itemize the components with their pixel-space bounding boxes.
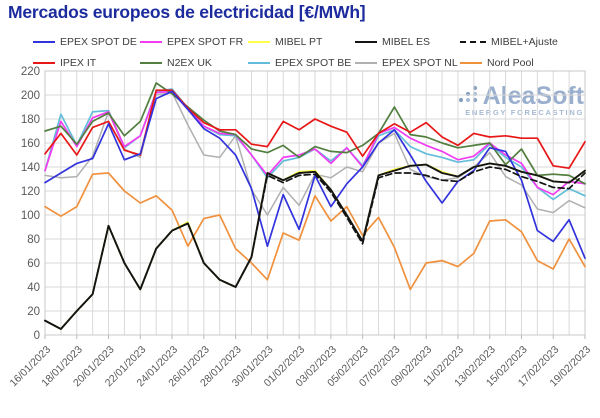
series-line-n2ex-uk [44, 82, 586, 185]
legend-swatch-epex-spot-be [248, 61, 270, 64]
logo-brand: AleaSoft [482, 82, 584, 110]
legend-swatch-mibel-pt [248, 40, 270, 43]
legend-swatch-mibel-es [355, 40, 377, 43]
series-line-nord-pool [44, 172, 586, 291]
legend-swatch-mibel-ajuste [460, 40, 486, 43]
legend-item-epex-spot-nl: EPEX SPOT NL [355, 57, 460, 69]
legend-label-mibel-ajuste: MIBEL+Ajuste [491, 35, 558, 48]
y-tick-label: 100 [21, 210, 40, 222]
y-axis: 0 20 40 60 80 100 120 140 160 180 200 220 [21, 66, 40, 342]
legend-item-nord-pool: Nord Pool [460, 57, 593, 69]
legend-label-epex-spot-de: EPEX SPOT DE [60, 35, 137, 48]
legend-label-epex-spot-be: EPEX SPOT BE [275, 56, 352, 69]
legend-label-nord-pool: Nord Pool [487, 56, 534, 69]
legend-item-ipex-it: IPEX IT [33, 57, 140, 69]
legend-label-mibel-es: MIBEL ES [382, 35, 431, 48]
legend-item-epex-spot-de: EPEX SPOT DE [33, 36, 140, 48]
legend-label-epex-spot-nl: EPEX SPOT NL [382, 56, 458, 69]
aleasoft-logo: AleaSoft ENERGY FORECASTING [458, 82, 584, 117]
series-line-mibel-ajuste [44, 166, 586, 330]
gridlines [44, 70, 586, 336]
legend-swatch-ipex-it [33, 61, 55, 64]
legend-item-mibel-pt: MIBEL PT [248, 36, 355, 48]
y-tick-label: 80 [27, 234, 40, 246]
x-axis: 16/01/202318/01/202320/01/202322/01/2023… [7, 335, 593, 389]
y-tick-label: 20 [27, 306, 40, 318]
legend-label-epex-spot-fr: EPEX SPOT FR [167, 35, 244, 48]
legend-item-epex-spot-fr: EPEX SPOT FR [140, 36, 248, 48]
legend-label-mibel-pt: MIBEL PT [275, 35, 323, 48]
legend-item-mibel-ajuste: MIBEL+Ajuste [460, 36, 593, 48]
y-tick-label: 60 [27, 258, 40, 270]
y-tick-label: 200 [21, 90, 40, 102]
legend-swatch-n2ex-uk [140, 61, 162, 64]
y-tick-label: 120 [21, 186, 40, 198]
legend-swatch-epex-spot-fr [140, 40, 162, 43]
legend-item-n2ex-uk: N2EX UK [140, 57, 248, 69]
logo-tagline: ENERGY FORECASTING [465, 108, 584, 117]
legend-swatch-epex-spot-de [33, 40, 55, 43]
y-tick-label: 140 [21, 162, 40, 174]
legend-item-epex-spot-be: EPEX SPOT BE [248, 57, 355, 69]
legend-swatch-nord-pool [460, 61, 482, 64]
y-tick-label: 160 [21, 138, 40, 150]
y-tick-label: 40 [27, 282, 40, 294]
chart-title: Mercados europeos de electricidad [€/MWh… [8, 2, 366, 22]
legend: EPEX SPOT DE EPEX SPOT FR MIBEL PT MIBEL ES… [33, 31, 593, 73]
series-line-ipex-it [44, 89, 586, 170]
legend-swatch-epex-spot-nl [355, 61, 377, 64]
y-tick-label: 180 [21, 114, 40, 126]
series-lines [44, 82, 586, 330]
legend-item-mibel-es: MIBEL ES [355, 36, 460, 48]
legend-label-ipex-it: IPEX IT [60, 56, 97, 69]
y-tick-label: 220 [21, 66, 40, 78]
legend-label-n2ex-uk: N2EX UK [167, 56, 212, 69]
series-line-epex-spot-fr [44, 90, 586, 196]
y-tick-label: 0 [34, 330, 40, 342]
